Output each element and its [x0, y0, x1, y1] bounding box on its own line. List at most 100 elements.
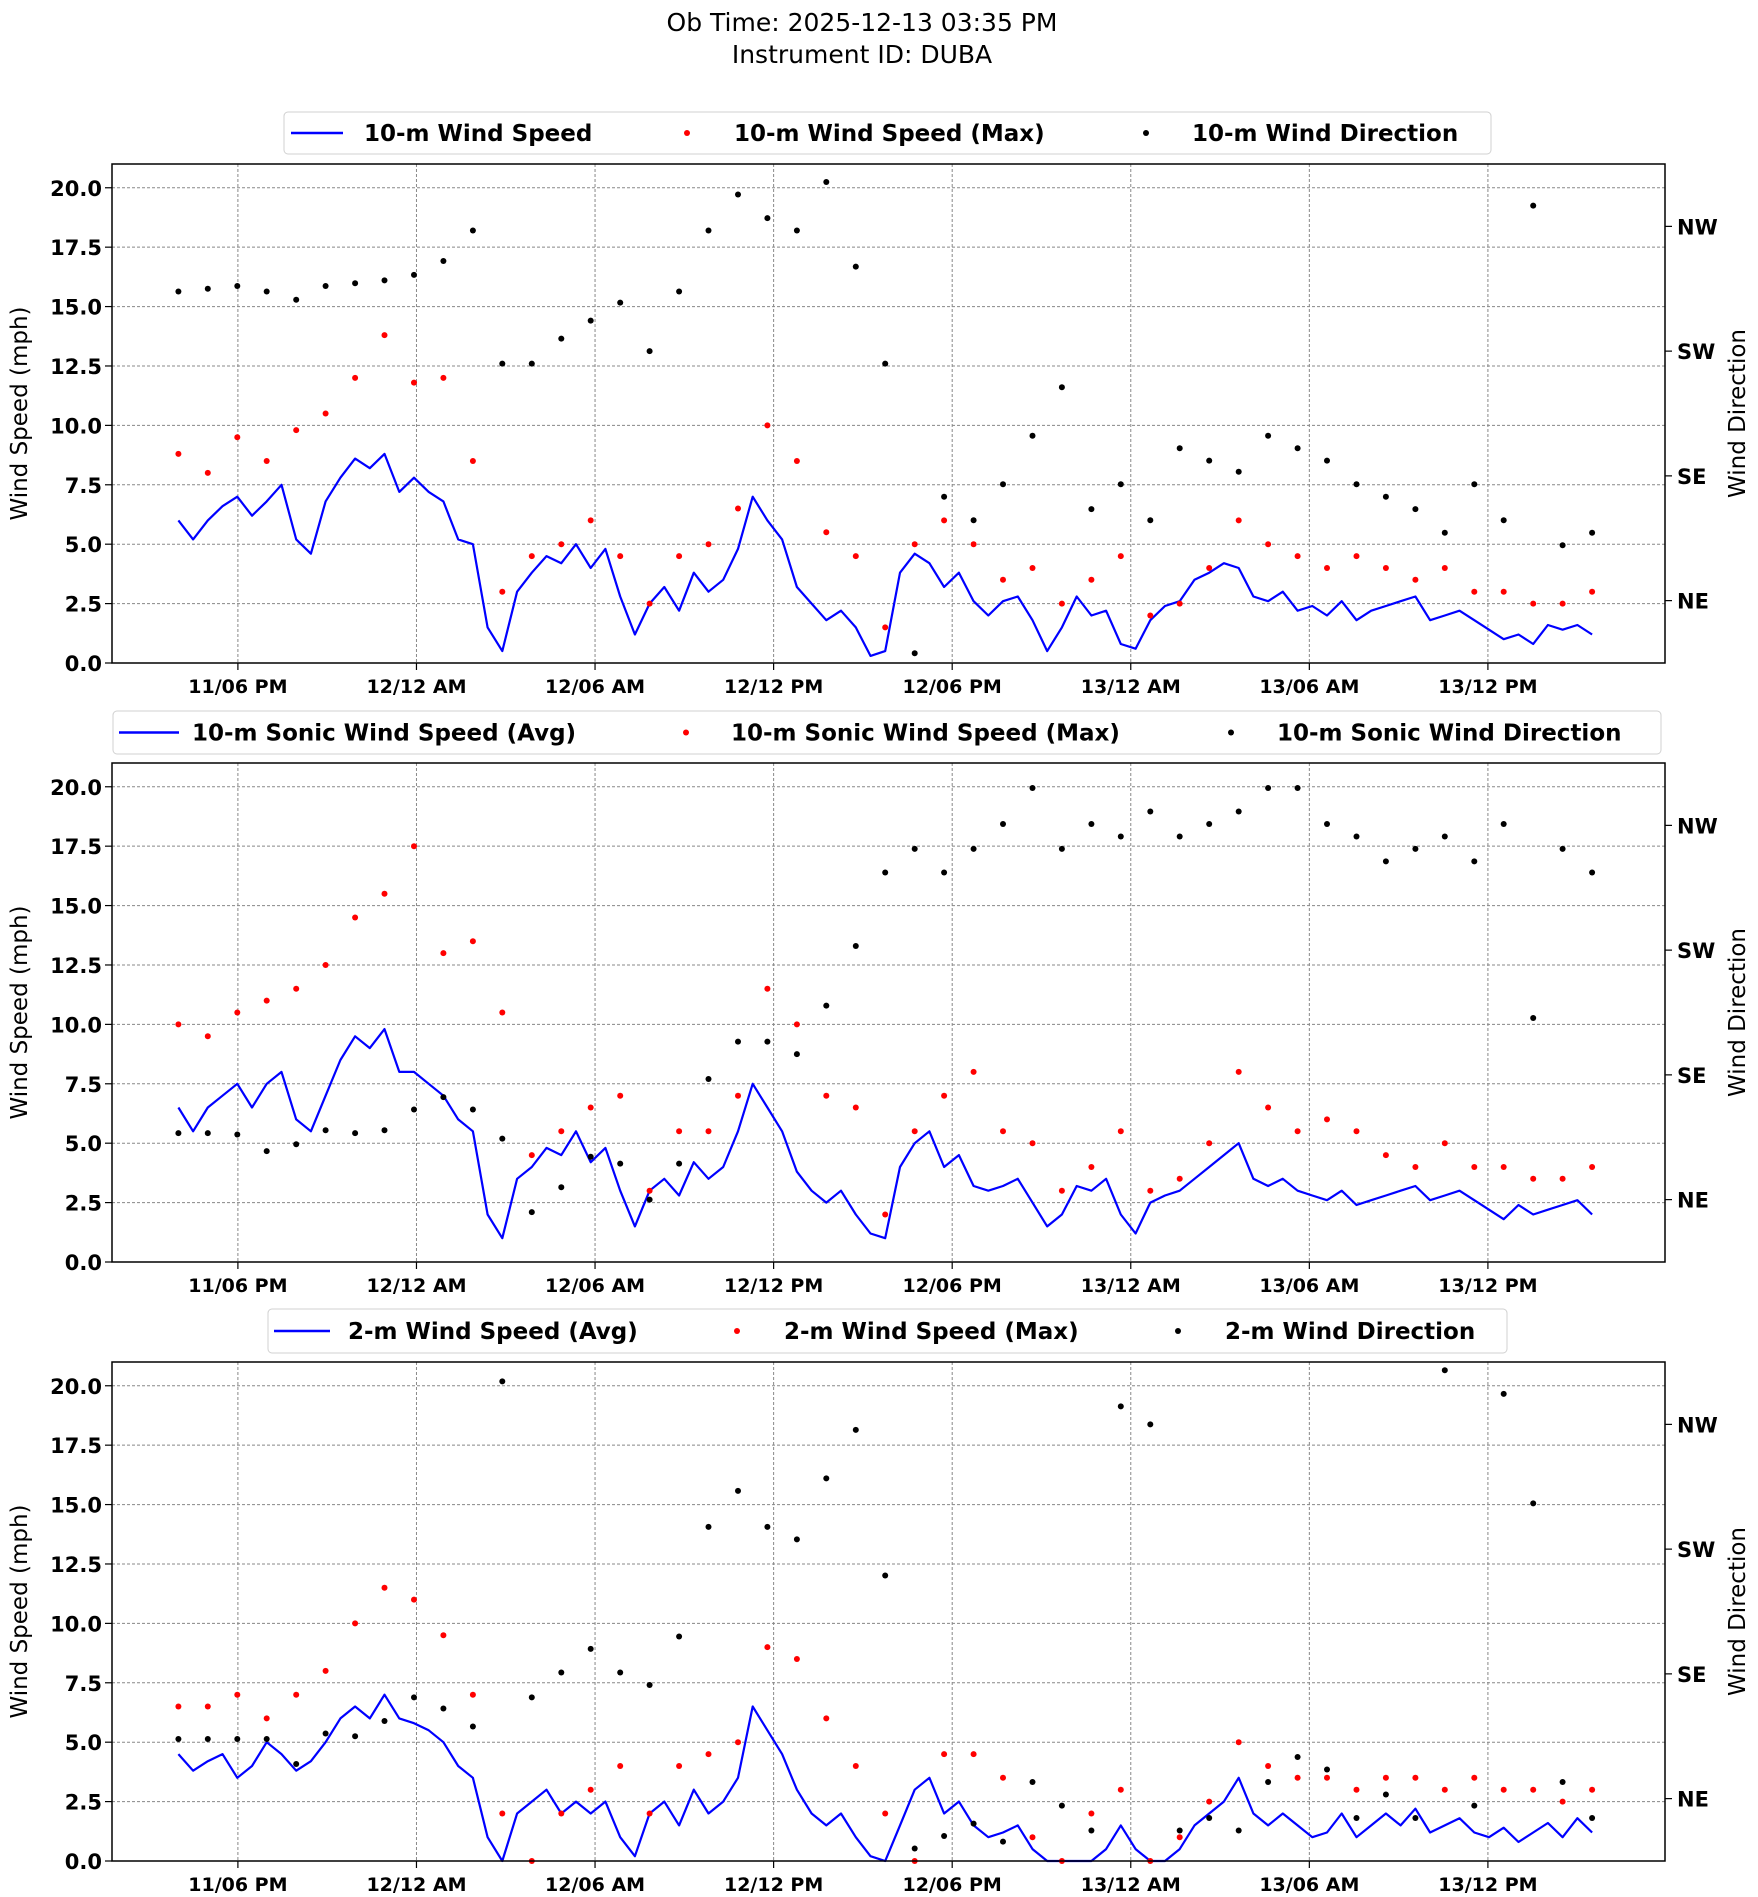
figure-title-instrument: Instrument ID: DUBA	[732, 40, 992, 69]
wind-direction-point	[499, 1135, 506, 1142]
direction-tick-label: NE	[1677, 1189, 1709, 1213]
wind-direction-point	[1176, 445, 1183, 452]
wind-direction-point	[1324, 821, 1330, 827]
legend-label-direction: 10-m Sonic Wind Direction	[1277, 721, 1622, 747]
max-wind-speed-point	[352, 374, 359, 381]
x-tick-label: 12/12 PM	[724, 1874, 823, 1896]
max-wind-speed-point	[705, 541, 712, 548]
avg-wind-speed-line	[177, 452, 1593, 658]
panel-3: 11/06 PM 12/12 AM 12/06 AM 12/12 PM 12/06 PM…	[7, 1308, 1751, 1896]
max-wind-speed-point	[234, 1009, 241, 1016]
max-wind-speed-point	[1559, 600, 1566, 607]
max-wind-speed-point	[440, 950, 447, 957]
x-tick-label: 13/12 PM	[1438, 1275, 1537, 1297]
wind-direction-point	[764, 1523, 771, 1530]
max-wind-speed-point	[941, 517, 948, 524]
y-tick-label: 12.5	[50, 355, 102, 379]
wind-direction-point	[1088, 506, 1095, 513]
wind-direction-point	[1441, 1367, 1448, 1374]
wind-direction-point	[941, 1833, 948, 1839]
y-axis-label: Wind Speed (mph)	[7, 306, 33, 520]
wind-direction-point	[1412, 845, 1419, 852]
wind-direction-point	[1589, 869, 1596, 876]
wind-direction-point	[263, 1148, 270, 1155]
x-tick-label: 11/06 PM	[188, 1275, 287, 1297]
max-wind-speed-point	[1353, 1786, 1360, 1793]
wind-direction-point	[1530, 202, 1537, 209]
wind-direction-point	[587, 1645, 594, 1652]
wind-direction-point	[263, 1736, 270, 1742]
direction-tick-label: NW	[1677, 814, 1718, 838]
x-tick-label: 12/06 PM	[903, 1275, 1002, 1297]
panel-2: 11/06 PM 12/12 AM 12/06 AM 12/12 PM 12/06 PM…	[7, 710, 1751, 1297]
max-wind-speed-point	[469, 938, 476, 945]
wind-direction-point	[1324, 1766, 1330, 1773]
wind-direction-point	[1265, 785, 1272, 791]
wind-direction-point	[528, 1694, 535, 1701]
wind-direction-point	[352, 1130, 359, 1137]
max-wind-speed-point	[263, 1715, 270, 1722]
wind-direction-point	[823, 1475, 830, 1482]
plot-frame	[111, 1361, 1666, 1862]
wind-direction-point	[911, 845, 918, 852]
x-tick-label: 12/12 AM	[366, 676, 466, 698]
max-wind-speed-point	[411, 379, 417, 386]
max-wind-speed-point	[852, 1104, 859, 1111]
avg-wind-speed-line	[177, 1027, 1593, 1240]
max-wind-speed-point	[617, 1092, 624, 1099]
max-wind-speed-point	[1294, 553, 1301, 560]
max-wind-speed-point	[852, 1763, 859, 1769]
max-wind-speed-point	[1530, 1175, 1537, 1182]
max-wind-speed-point	[1235, 1739, 1242, 1746]
max-wind-speed-point	[823, 1715, 830, 1722]
max-wind-speed-point	[1530, 600, 1537, 607]
max-wind-speed-point	[558, 1128, 565, 1135]
max-wind-speed-point	[1235, 1068, 1242, 1075]
x-tick-label: 13/12 AM	[1081, 676, 1181, 698]
wind-direction-point	[1412, 1815, 1419, 1821]
avg-wind-speed-line	[177, 1693, 1593, 1863]
max-wind-speed-point	[322, 410, 329, 417]
legend-box	[267, 1308, 1508, 1354]
wind-direction-point	[175, 1130, 182, 1137]
max-wind-speed-point	[911, 1128, 918, 1135]
wind-direction-point	[352, 280, 359, 287]
y-tick-label: 5.0	[65, 1731, 102, 1755]
wind-direction-point	[1117, 1403, 1124, 1410]
y-tick-label: 12.5	[50, 1553, 102, 1577]
legend-box	[283, 111, 1492, 155]
wind-direction-point	[293, 296, 300, 303]
wind-direction-point	[852, 943, 859, 949]
direction-tick-label: SE	[1677, 465, 1706, 489]
wind-direction-point	[1265, 432, 1272, 439]
max-wind-speed-point	[440, 374, 447, 381]
wind-direction-point	[1000, 481, 1006, 488]
legend-label-avg: 10-m Wind Speed	[364, 121, 592, 147]
direction-tick-label: NE	[1677, 1788, 1709, 1812]
wind-direction-point	[499, 360, 506, 367]
max-wind-speed-point	[293, 1691, 300, 1698]
max-wind-speed-point	[1471, 588, 1478, 595]
legend-red-dot-swatch	[683, 729, 689, 736]
max-wind-speed-point	[381, 332, 388, 339]
max-wind-speed-point	[1324, 1774, 1330, 1781]
y-tick-label: 10.0	[50, 1013, 102, 1037]
wind-direction-point	[411, 271, 417, 278]
wind-direction-point	[705, 1076, 712, 1082]
max-wind-speed-point	[1471, 1774, 1478, 1781]
wind-direction-point	[528, 360, 535, 367]
wind-direction-point	[528, 1209, 535, 1216]
max-wind-speed-point	[1000, 1128, 1006, 1135]
y-tick-label: 5.0	[65, 533, 102, 557]
wind-direction-point	[970, 517, 977, 524]
wind-direction-point	[558, 1669, 565, 1676]
max-wind-speed-point	[411, 1596, 417, 1603]
wind-direction-point	[499, 1378, 506, 1385]
wind-direction-point	[1559, 1779, 1566, 1785]
wind-direction-point	[1382, 858, 1389, 865]
y-tick-label: 15.0	[50, 296, 102, 320]
max-wind-speed-point	[1589, 1164, 1596, 1170]
max-wind-speed-point	[852, 553, 859, 560]
max-wind-speed-point	[1382, 1152, 1389, 1159]
max-wind-speed-point	[499, 1810, 506, 1817]
